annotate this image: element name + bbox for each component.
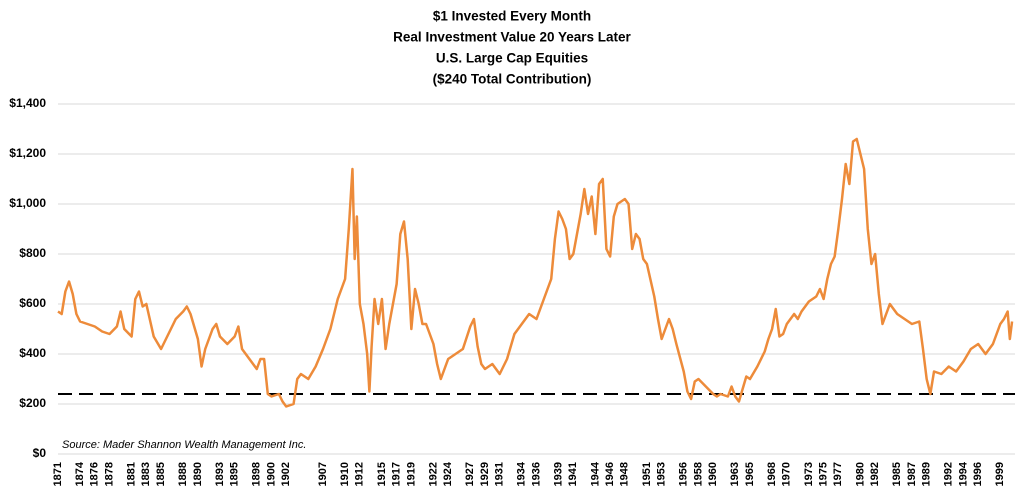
x-tick-label: 1956 bbox=[678, 462, 690, 486]
x-tick-label: 1975 bbox=[818, 462, 830, 486]
x-tick-label: 1941 bbox=[567, 462, 579, 486]
x-tick-label: 1985 bbox=[891, 462, 903, 486]
x-tick-label: 1900 bbox=[265, 462, 277, 486]
x-tick-label: 1883 bbox=[140, 462, 152, 486]
y-tick-label: $600 bbox=[19, 296, 46, 310]
y-tick-label: $400 bbox=[19, 346, 46, 360]
x-tick-label: 1982 bbox=[869, 462, 881, 486]
x-tick-label: 1968 bbox=[766, 462, 778, 486]
x-tick-label: 1898 bbox=[251, 462, 263, 486]
x-tick-label: 1907 bbox=[317, 462, 329, 486]
chart-title: $1 Invested Every Month bbox=[433, 9, 591, 24]
x-tick-label: 1944 bbox=[589, 461, 601, 486]
x-tick-label: 1874 bbox=[74, 461, 86, 486]
x-tick-label: 1885 bbox=[155, 462, 167, 486]
line-series bbox=[57, 137, 1014, 408]
x-tick-label: 1924 bbox=[442, 461, 454, 486]
x-tick-label: 1996 bbox=[972, 462, 984, 486]
x-tick-label: 1980 bbox=[854, 462, 866, 486]
x-tick-label: 1948 bbox=[619, 462, 631, 486]
chart-title: U.S. Large Cap Equities bbox=[436, 51, 588, 66]
x-tick-label: 1994 bbox=[957, 461, 969, 486]
x-tick-label: 1973 bbox=[803, 462, 815, 486]
chart-title: ($240 Total Contribution) bbox=[433, 72, 592, 87]
x-tick-label: 1917 bbox=[391, 462, 403, 486]
x-tick-label: 1876 bbox=[89, 462, 101, 486]
x-tick-label: 1881 bbox=[126, 462, 138, 486]
x-tick-label: 1902 bbox=[280, 462, 292, 486]
x-tick-label: 1999 bbox=[994, 462, 1006, 486]
x-tick-label: 1958 bbox=[692, 462, 704, 486]
x-tick-label: 1912 bbox=[354, 462, 366, 486]
x-tick-label: 1893 bbox=[214, 462, 226, 486]
x-tick-label: 1871 bbox=[52, 462, 64, 486]
x-tick-label: 1934 bbox=[516, 461, 528, 486]
x-tick-label: 1989 bbox=[921, 462, 933, 486]
x-tick-label: 1888 bbox=[177, 462, 189, 486]
x-tick-label: 1953 bbox=[656, 462, 668, 486]
x-tick-label: 1927 bbox=[464, 462, 476, 486]
x-tick-label: 1965 bbox=[744, 462, 756, 486]
x-tick-label: 1915 bbox=[376, 462, 388, 486]
x-tick-label: 1919 bbox=[405, 462, 417, 486]
y-tick-label: $200 bbox=[19, 396, 46, 410]
x-tick-label: 1922 bbox=[427, 462, 439, 486]
chart-title: Real Investment Value 20 Years Later bbox=[393, 30, 631, 45]
y-tick-label: $800 bbox=[19, 246, 46, 260]
y-tick-label: $1,000 bbox=[9, 196, 46, 210]
x-tick-label: 1910 bbox=[339, 462, 351, 486]
x-tick-label: 1931 bbox=[494, 462, 506, 486]
x-tick-label: 1936 bbox=[530, 462, 542, 486]
x-tick-label: 1951 bbox=[641, 462, 653, 486]
x-tick-label: 1992 bbox=[943, 462, 955, 486]
x-tick-label: 1939 bbox=[552, 462, 564, 486]
y-tick-label: $1,200 bbox=[9, 146, 46, 160]
x-tick-label: 1946 bbox=[604, 462, 616, 486]
x-tick-label: 1890 bbox=[192, 462, 204, 486]
x-tick-label: 1878 bbox=[103, 462, 115, 486]
x-tick-label: 1970 bbox=[781, 462, 793, 486]
x-tick-label: 1963 bbox=[729, 462, 741, 486]
x-tick-label: 1987 bbox=[906, 462, 918, 486]
y-tick-label: $1,400 bbox=[9, 96, 46, 110]
source-note: Source: Mader Shannon Wealth Management … bbox=[62, 439, 306, 451]
x-tick-label: 1929 bbox=[479, 462, 491, 486]
x-tick-label: 1895 bbox=[229, 462, 241, 486]
x-tick-label: 1977 bbox=[832, 462, 844, 486]
x-tick-label: 1960 bbox=[707, 462, 719, 486]
y-tick-label: $0 bbox=[33, 446, 47, 460]
